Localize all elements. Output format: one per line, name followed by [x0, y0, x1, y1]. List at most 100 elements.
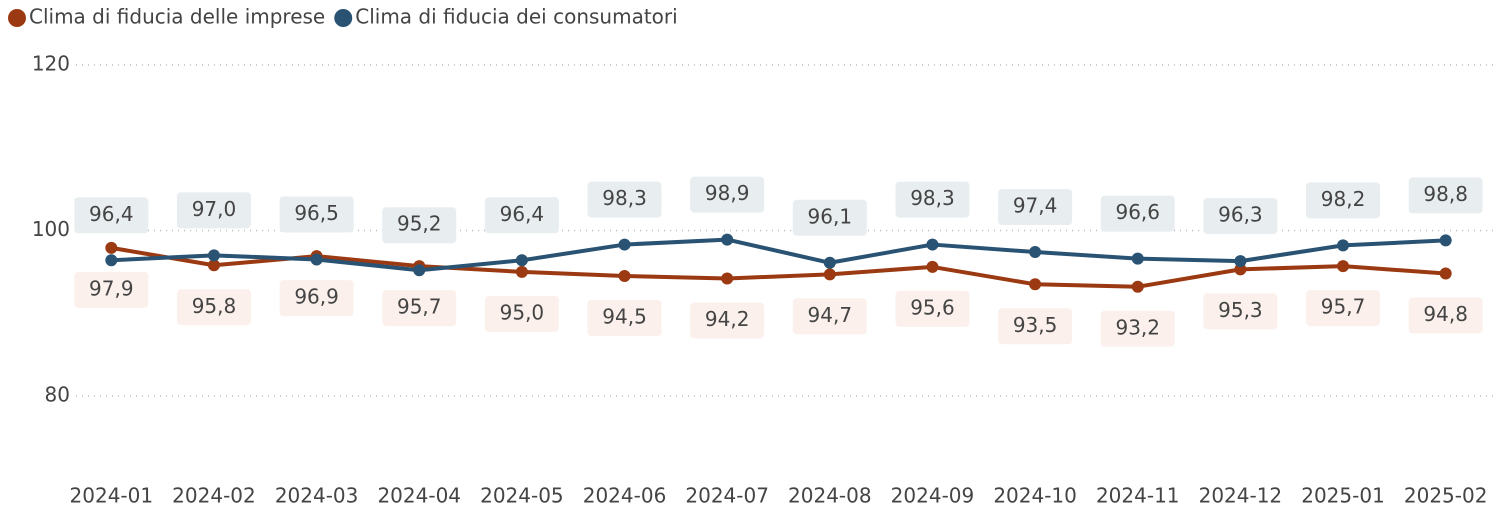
data-label: 94,8	[1423, 302, 1468, 326]
data-label-bg	[74, 271, 149, 308]
x-tick-label: 2024-05	[480, 484, 564, 508]
data-label: 96,1	[808, 204, 853, 228]
series-line	[110, 245, 1446, 289]
x-tick-label: 2025-02	[1404, 484, 1488, 508]
point	[105, 254, 118, 267]
data-label: 98,8	[1423, 182, 1468, 206]
x-tick-label: 2024-07	[685, 484, 769, 508]
point	[1234, 263, 1247, 276]
data-label: 98,3	[910, 186, 955, 210]
data-label: 94,2	[705, 307, 750, 331]
x-tick-label: 2024-03	[275, 484, 359, 508]
data-label: 95,2	[397, 212, 442, 236]
data-label: 97,9	[89, 276, 134, 300]
data-label-bg	[998, 308, 1073, 345]
point	[207, 259, 220, 272]
point	[1337, 260, 1350, 273]
data-label-bg	[176, 192, 251, 229]
data-label-bg	[998, 189, 1073, 226]
x-tick-label: 2024-09	[891, 484, 975, 508]
point	[1029, 246, 1042, 259]
point	[1029, 278, 1042, 291]
data-label: 97,4	[1013, 194, 1058, 218]
data-label: 95,7	[397, 295, 442, 319]
data-label-bg	[1203, 198, 1278, 235]
data-label-bg	[895, 181, 970, 218]
point	[1337, 239, 1350, 252]
y-tick-label: 100	[32, 217, 70, 241]
y-tick-label: 120	[32, 52, 70, 76]
point	[721, 272, 734, 285]
point	[721, 233, 734, 246]
x-tick-label: 2025-01	[1301, 484, 1385, 508]
data-label-bg	[792, 199, 867, 236]
point	[1234, 255, 1247, 268]
data-label: 98,9	[705, 181, 750, 205]
point	[618, 238, 631, 251]
point	[823, 256, 836, 269]
data-label: 94,7	[808, 303, 853, 327]
data-label: 95,7	[1321, 295, 1366, 319]
data-label: 97,0	[192, 197, 237, 221]
data-label: 95,6	[910, 295, 955, 319]
x-tick-label: 2024-04	[377, 484, 461, 508]
x-tick-label: 2024-06	[583, 484, 667, 508]
data-label-bg	[1100, 195, 1175, 232]
point	[515, 254, 528, 267]
x-tick-label: 2024-11	[1096, 484, 1180, 508]
data-label-bg	[1306, 290, 1381, 327]
data-label-bg	[279, 196, 354, 233]
x-tick-label: 2024-10	[993, 484, 1077, 508]
point	[1439, 267, 1452, 280]
legend-label: Clima di fiducia delle imprese	[29, 5, 325, 29]
point	[413, 264, 426, 277]
data-label-bg	[1100, 310, 1175, 347]
data-label-bg	[1408, 177, 1483, 214]
legend-marker	[334, 9, 353, 27]
data-label-bg	[382, 290, 457, 327]
data-label-bg	[690, 176, 765, 213]
point	[207, 249, 220, 262]
data-label: 95,8	[192, 294, 237, 318]
data-label-bg	[587, 181, 662, 218]
data-label-bg	[895, 290, 970, 327]
point	[1439, 234, 1452, 247]
data-label-bg	[1306, 182, 1381, 219]
data-label-bg	[382, 207, 457, 244]
data-label: 96,4	[500, 202, 545, 226]
data-label: 95,3	[1218, 298, 1263, 322]
data-label: 95,0	[500, 300, 545, 324]
x-tick-label: 2024-12	[1199, 484, 1283, 508]
data-label: 96,5	[294, 201, 339, 225]
data-label: 96,9	[294, 285, 339, 309]
x-tick-label: 2024-08	[788, 484, 872, 508]
data-label-bg	[792, 298, 867, 335]
point	[823, 268, 836, 281]
point	[1131, 280, 1144, 293]
data-label-bg	[74, 197, 149, 234]
data-label: 94,5	[602, 305, 647, 329]
point	[618, 270, 631, 283]
point	[926, 260, 939, 273]
data-label: 98,3	[602, 186, 647, 210]
point	[926, 238, 939, 251]
data-label-bg	[1408, 297, 1483, 334]
x-tick-label: 2024-01	[70, 484, 154, 508]
data-label-bg	[1203, 293, 1278, 330]
data-label-bg	[587, 300, 662, 337]
data-label-bg	[176, 289, 251, 326]
point	[105, 241, 118, 254]
point	[310, 253, 323, 266]
point	[1131, 252, 1144, 265]
data-label: 96,4	[89, 202, 134, 226]
data-label: 98,2	[1321, 187, 1366, 211]
data-label-bg	[484, 295, 559, 332]
legend-marker	[8, 9, 26, 27]
data-label: 93,5	[1013, 313, 1058, 337]
data-label: 96,6	[1115, 200, 1160, 224]
data-label: 93,2	[1115, 315, 1160, 339]
data-label-bg	[690, 302, 765, 339]
data-label-bg	[279, 280, 354, 317]
